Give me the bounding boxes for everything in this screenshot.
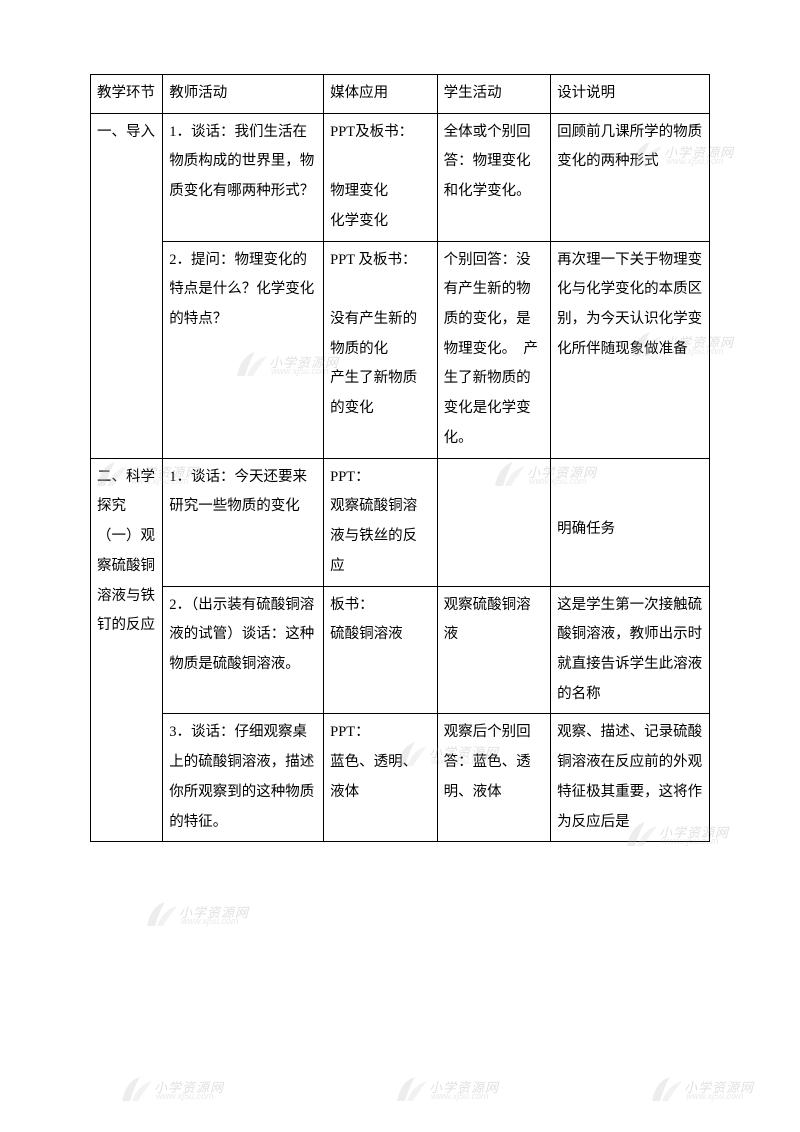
table-header-row: 教学环节 教师活动 媒体应用 学生活动 设计说明 (91, 75, 710, 114)
design-cell: 回顾前几课所学的物质变化的两种形式 (551, 113, 710, 241)
leaf-icon (650, 1075, 684, 1108)
watermark-text: 小学资源网 (154, 1077, 224, 1096)
media-cell: 板书：硫酸铜溶液 (324, 586, 437, 714)
stage-cell: 二、科学探究（一）观察硫酸铜溶液与铁钉的反应 (91, 458, 163, 842)
media-cell: PPT 及板书：没有产生新的物质的化产生了新物质的变化 (324, 241, 437, 458)
table-row: 3．谈话：仔细观察桌上的硫酸铜溶液，描述你所观察到的这种物质的特征。 PPT：蓝… (91, 714, 710, 842)
leaf-icon (145, 900, 179, 933)
lesson-plan-table: 教学环节 教师活动 媒体应用 学生活动 设计说明 一、导入 1．谈话：我们生活在… (90, 74, 710, 842)
col-header-media: 媒体应用 (324, 75, 437, 114)
stage-cell: 一、导入 (91, 113, 163, 458)
watermark-text: 小学资源网 (684, 1077, 754, 1096)
table-row: 2．提问：物理变化的特点是什么？化学变化的特点？ PPT 及板书：没有产生新的物… (91, 241, 710, 458)
student-cell (437, 458, 550, 586)
media-cell: PPT：观察硫酸铜溶液与铁丝的反应 (324, 458, 437, 586)
col-header-stage: 教学环节 (91, 75, 163, 114)
student-cell: 观察硫酸铜溶液 (437, 586, 550, 714)
col-header-student: 学生活动 (437, 75, 550, 114)
table-row: 二、科学探究（一）观察硫酸铜溶液与铁钉的反应 1．谈话：今天还要来研究一些物质的… (91, 458, 710, 586)
watermark-url: www.xj5u.com (431, 1091, 489, 1101)
media-cell: PPT及板书：物理变化化学变化 (324, 113, 437, 241)
table-row: 一、导入 1．谈话：我们生活在物质构成的世界里，物质变化有哪两种形式？ PPT及… (91, 113, 710, 241)
document-page: 教学环节 教师活动 媒体应用 学生活动 设计说明 一、导入 1．谈话：我们生活在… (0, 0, 800, 1132)
teacher-cell: 1．谈话：我们生活在物质构成的世界里，物质变化有哪两种形式？ (163, 113, 324, 241)
teacher-cell: 1．谈话：今天还要来研究一些物质的变化 (163, 458, 324, 586)
leaf-icon (395, 1075, 429, 1108)
student-cell: 个别回答：没有产生新的物质的变化，是物理变化。 产生了新物质的变化是化学变化。 (437, 241, 550, 458)
watermark-text: 小学资源网 (429, 1077, 499, 1096)
watermark-url: www.xj5u.com (686, 1091, 744, 1101)
media-cell: PPT：蓝色、透明、液体 (324, 714, 437, 842)
student-cell: 观察后个别回答：蓝色、透明、液体 (437, 714, 550, 842)
teacher-cell: 2．提问：物理变化的特点是什么？化学变化的特点？ (163, 241, 324, 458)
design-cell: 明确任务 (551, 458, 710, 586)
teacher-cell: 3．谈话：仔细观察桌上的硫酸铜溶液，描述你所观察到的这种物质的特征。 (163, 714, 324, 842)
table-row: 2．（出示装有硫酸铜溶液的试管）谈话：这种物质是硫酸铜溶液。 板书：硫酸铜溶液 … (91, 586, 710, 714)
col-header-design: 设计说明 (551, 75, 710, 114)
teacher-cell: 2．（出示装有硫酸铜溶液的试管）谈话：这种物质是硫酸铜溶液。 (163, 586, 324, 714)
col-header-teacher: 教师活动 (163, 75, 324, 114)
design-cell: 观察、描述、记录硫酸铜溶液在反应前的外观特征极其重要，这将作为反应后是 (551, 714, 710, 842)
design-cell: 这是学生第一次接触硫酸铜溶液，教师出示时就直接告诉学生此溶液的名称 (551, 586, 710, 714)
watermark-url: www.xj5u.com (156, 1091, 214, 1101)
student-cell: 全体或个别回答：物理变化和化学变化。 (437, 113, 550, 241)
watermark-url: www.xj5u.com (181, 916, 239, 926)
design-cell: 再次理一下关于物理变化与化学变化的本质区别，为今天认识化学变化所伴随现象做准备 (551, 241, 710, 458)
leaf-icon (120, 1075, 154, 1108)
watermark-text: 小学资源网 (179, 902, 249, 921)
